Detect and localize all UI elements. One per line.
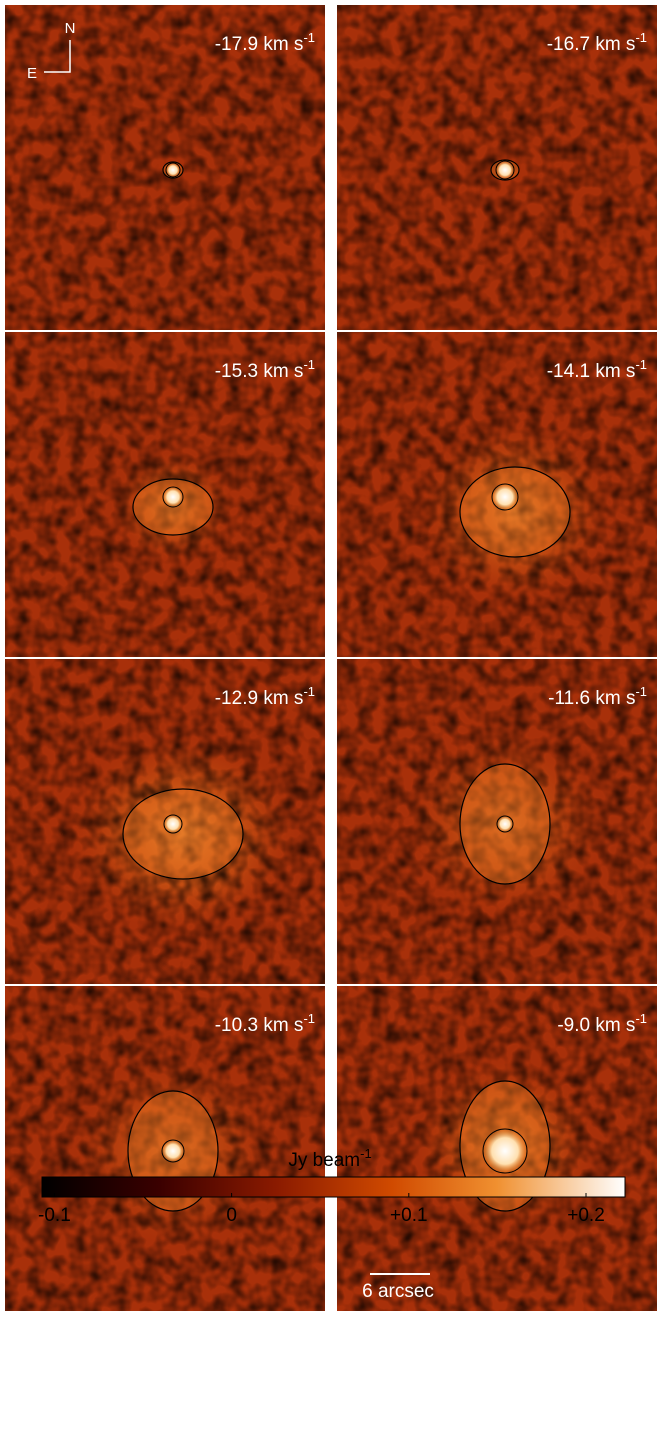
velocity-text: -17.9 km s bbox=[215, 34, 304, 55]
emission-core bbox=[162, 1140, 184, 1162]
velocity-text: -15.3 km s bbox=[215, 361, 304, 382]
velocity-sup: -1 bbox=[303, 684, 315, 699]
velocity-sup: -1 bbox=[635, 1011, 647, 1026]
velocity-label: -11.6 km s-1 bbox=[548, 684, 647, 709]
velocity-text: -9.0 km s bbox=[557, 1015, 635, 1036]
emission-core bbox=[166, 163, 180, 177]
emission-core bbox=[164, 815, 182, 833]
channel-panel: -12.9 km s-1 bbox=[5, 659, 325, 984]
compass-north: N bbox=[65, 20, 76, 37]
figure: -17.9 km s-1-16.7 km s-1-15.3 km s-1-14.… bbox=[0, 0, 658, 1425]
velocity-label: -14.1 km s-1 bbox=[547, 357, 647, 382]
channel-panel: -15.3 km s-1 bbox=[5, 332, 325, 657]
emission-core bbox=[492, 484, 518, 510]
velocity-label: -16.7 km s-1 bbox=[547, 30, 647, 55]
velocity-label: -10.3 km s-1 bbox=[215, 1011, 315, 1036]
velocity-sup: -1 bbox=[635, 357, 647, 372]
emission-core bbox=[496, 161, 514, 179]
colorbar-title-sup: -1 bbox=[360, 1146, 372, 1161]
velocity-text: -16.7 km s bbox=[547, 34, 636, 55]
velocity-sup: -1 bbox=[303, 1011, 315, 1026]
velocity-label: -15.3 km s-1 bbox=[215, 357, 315, 382]
channel-panel: -11.6 km s-1 bbox=[337, 659, 657, 984]
colorbar-bar bbox=[42, 1177, 625, 1197]
velocity-sup: -1 bbox=[635, 30, 647, 45]
velocity-sup: -1 bbox=[303, 30, 315, 45]
colorbar-tick-label: -0.1 bbox=[38, 1205, 71, 1226]
colorbar-title-text: Jy beam bbox=[288, 1150, 360, 1171]
velocity-sup: -1 bbox=[303, 357, 315, 372]
channel-panel: -9.0 km s-1 bbox=[337, 986, 657, 1311]
colorbar-title: Jy beam-1 bbox=[288, 1146, 371, 1171]
colorbar-tick-label: +0.1 bbox=[390, 1205, 428, 1226]
channel-panel: -14.1 km s-1 bbox=[337, 332, 657, 657]
compass-east: E bbox=[27, 65, 37, 82]
velocity-sup: -1 bbox=[635, 684, 647, 699]
emission-core bbox=[483, 1129, 527, 1173]
velocity-text: -11.6 km s bbox=[548, 688, 635, 709]
velocity-label: -17.9 km s-1 bbox=[215, 30, 315, 55]
channel-panel: -16.7 km s-1 bbox=[337, 5, 657, 330]
emission-core bbox=[497, 816, 513, 832]
velocity-label: -12.9 km s-1 bbox=[215, 684, 315, 709]
colorbar-tick-label: 0 bbox=[226, 1205, 237, 1226]
velocity-text: -12.9 km s bbox=[215, 688, 304, 709]
channel-panel: -17.9 km s-1 bbox=[5, 5, 325, 330]
emission-core bbox=[163, 487, 183, 507]
velocity-label: -9.0 km s-1 bbox=[557, 1011, 647, 1036]
scale-bar-label: 6 arcsec bbox=[362, 1281, 434, 1302]
velocity-text: -10.3 km s bbox=[215, 1015, 304, 1036]
emission-contour bbox=[123, 789, 243, 879]
channel-maps: -17.9 km s-1-16.7 km s-1-15.3 km s-1-14.… bbox=[5, 5, 657, 1311]
emission-contour bbox=[460, 467, 570, 557]
velocity-text: -14.1 km s bbox=[547, 361, 636, 382]
colorbar-tick-label: +0.2 bbox=[567, 1205, 605, 1226]
channel-panel: -10.3 km s-1 bbox=[5, 986, 325, 1311]
